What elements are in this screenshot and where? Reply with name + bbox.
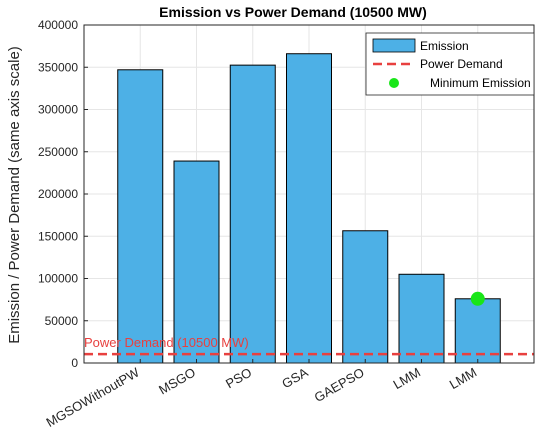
x-tick-label: MGSOWithoutPW (44, 364, 143, 430)
bar (173, 160, 220, 364)
x-tick-label: PSO (223, 365, 254, 392)
legend-label-min-emission: Minimum Emission (430, 76, 531, 90)
y-axis: 0 50000 100000 150000 200000 250000 300000 3500… (38, 18, 88, 370)
x-tick-label: LMM (447, 365, 480, 392)
legend: Emission Power Demand Minimum Emission (365, 32, 535, 96)
y-tick-label: 150000 (38, 229, 78, 243)
x-tick-label: MSGO (156, 365, 198, 398)
bar (286, 53, 332, 364)
legend-label-power-demand: Power Demand (420, 57, 503, 71)
y-tick-label: 350000 (38, 60, 78, 74)
bar (342, 230, 389, 364)
x-tick-label: LMM (390, 365, 423, 392)
x-axis: MGSOWithoutPW MSGO PSO GSA GAEPSO LMM LMM (44, 359, 480, 430)
min-emission-marker (470, 291, 485, 306)
power-demand-layer (84, 291, 534, 356)
legend-swatch-min-emission (389, 78, 399, 88)
y-axis-label: Emission / Power Demand (same axis scale… (6, 46, 23, 344)
chart-title: Emission vs Power Demand (10500 MW) (159, 4, 427, 20)
y-tick-label: 200000 (38, 187, 78, 201)
x-tick-label: GAEPSO (312, 365, 367, 405)
bar (398, 273, 445, 364)
y-tick-label: 300000 (38, 103, 78, 117)
bar (229, 64, 276, 364)
legend-swatch-emission (372, 38, 416, 53)
y-tick-label: 400000 (38, 18, 78, 32)
bars (117, 53, 501, 364)
y-tick-label: 50000 (45, 314, 79, 328)
x-tick-label: GSA (279, 364, 311, 391)
legend-label-emission: Emission (420, 39, 469, 53)
bar (117, 69, 164, 364)
power-demand-label: Power Demand (10500 MW) (84, 335, 249, 350)
y-tick-label: 250000 (38, 145, 78, 159)
y-tick-label: 100000 (38, 272, 78, 286)
y-tick-label: 0 (71, 356, 78, 370)
